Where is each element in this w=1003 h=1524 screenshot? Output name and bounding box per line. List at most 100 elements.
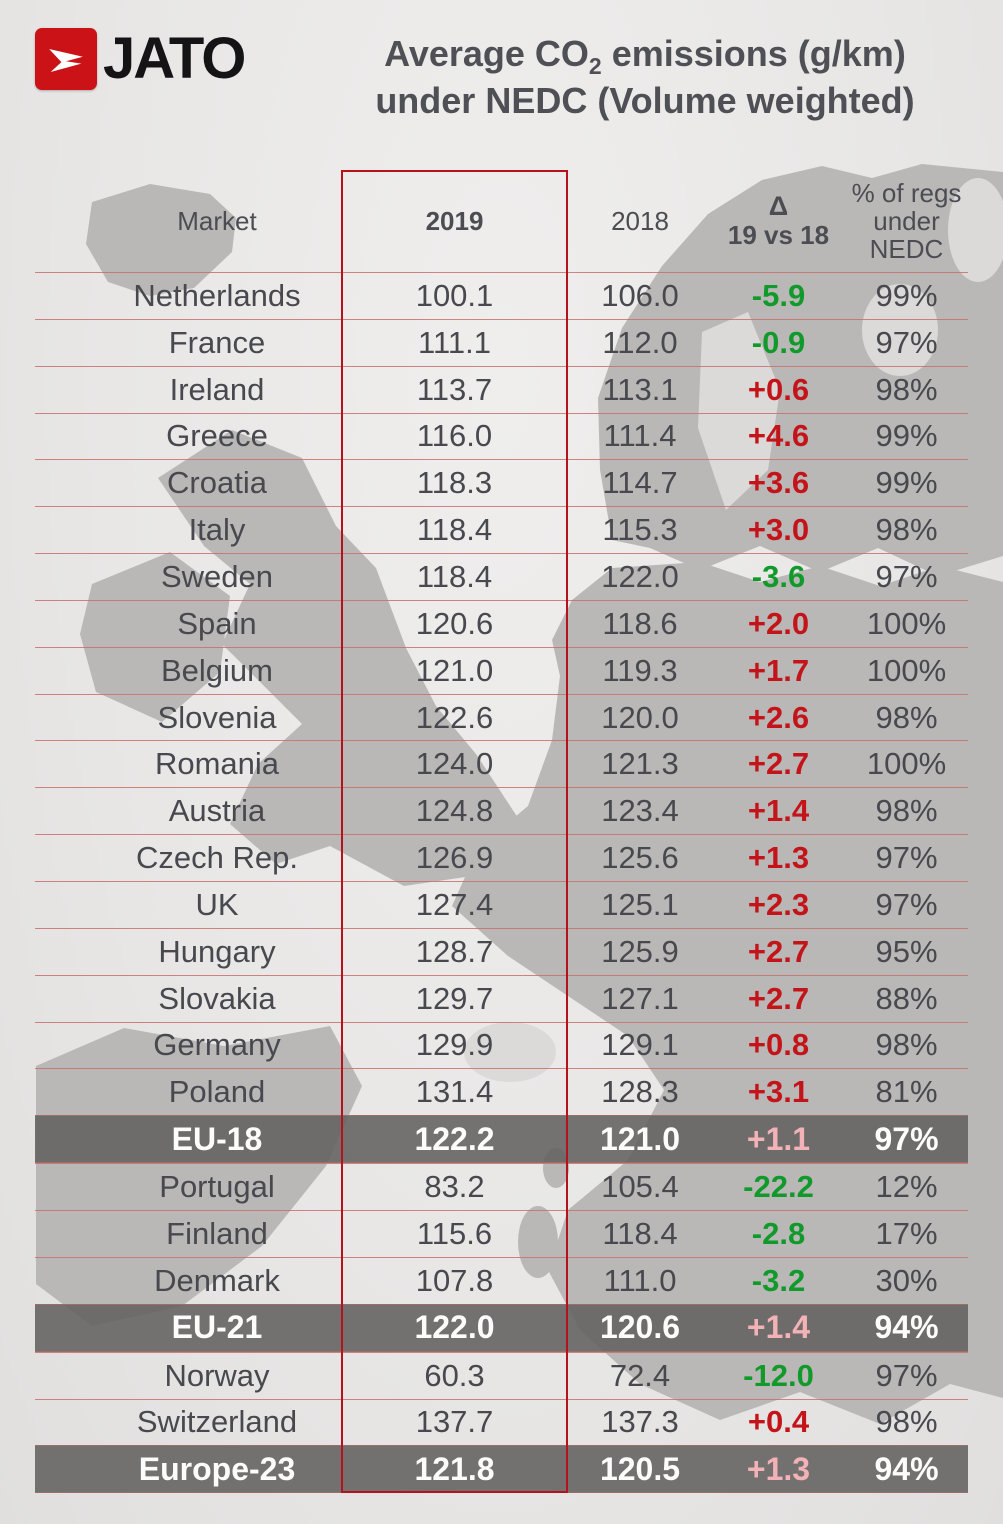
pct-cell: 97%	[874, 1120, 939, 1157]
delta-cell: +2.3	[747, 886, 810, 922]
value-2018-cell: 111.0	[603, 1262, 677, 1298]
market-cell: Ireland	[169, 371, 265, 407]
header-pct: % of regs under NEDC	[851, 178, 962, 264]
table-row: Germany 129.9 129.1 +0.8 98%	[35, 1021, 968, 1069]
table-row: Romania 124.0 121.3 +2.7 100%	[35, 740, 968, 787]
pct-cell: 99%	[875, 277, 938, 313]
value-2018-cell: 123.4	[601, 793, 679, 829]
table-header-row: Market 2019 2018 Δ 19 vs 18 % of regs un…	[35, 170, 968, 272]
value-2018-cell: 120.6	[599, 1309, 681, 1346]
table-row: Italy 118.4 115.3 +3.0 98%	[35, 506, 968, 553]
pct-cell: 94%	[874, 1309, 939, 1346]
value-2018-cell: 121.0	[599, 1120, 681, 1157]
pct-cell: 100%	[866, 652, 947, 688]
map-iceland	[86, 184, 236, 296]
pct-cell: 98%	[875, 371, 938, 407]
title-line-1: Average CO2 emissions (g/km)	[384, 33, 906, 79]
delta-cell: +2.6	[747, 699, 810, 735]
delta-cell: -0.9	[751, 324, 806, 360]
market-cell: Slovenia	[157, 699, 277, 735]
value-2018-cell: 113.1	[602, 371, 678, 407]
table-row: Austria 124.8 123.4 +1.4 98%	[35, 787, 968, 834]
header-2018: 2018	[611, 205, 669, 236]
jato-logo-mark	[35, 28, 97, 90]
table-row: Slovenia 122.6 120.0 +2.6 98%	[35, 693, 968, 741]
map-britain	[158, 430, 522, 886]
value-2019-cell: 115.6	[416, 1215, 493, 1251]
value-2019-cell: 122.2	[414, 1120, 495, 1157]
table-row: EU-21 122.0 120.6 +1.4 94%	[35, 1303, 968, 1352]
pct-cell: 100%	[866, 605, 947, 641]
value-2018-cell: 125.6	[601, 840, 679, 876]
value-2018-cell: 111.4	[603, 418, 677, 454]
value-2018-cell: 137.3	[601, 1404, 679, 1440]
value-2018-cell: 129.1	[601, 1027, 679, 1063]
pct-cell: 98%	[875, 512, 938, 548]
value-2019-cell: 124.0	[415, 746, 494, 782]
map-ireland	[80, 552, 230, 722]
map-scandinavia	[598, 164, 1003, 576]
delta-cell: +1.3	[747, 840, 810, 876]
delta-cell: -3.2	[751, 1262, 806, 1298]
table-row: Poland 131.4 128.3 +3.1 81%	[35, 1068, 968, 1115]
market-cell: EU-18	[171, 1120, 263, 1157]
pct-cell: 98%	[875, 699, 938, 735]
pct-cell: 97%	[875, 840, 938, 876]
jato-logo: JATO	[35, 28, 246, 90]
value-2018-cell: 72.4	[609, 1357, 671, 1393]
pct-cell: 94%	[874, 1450, 939, 1487]
market-cell: Czech Rep.	[136, 840, 298, 876]
value-2018-cell: 122.0	[601, 558, 679, 594]
delta-cell: -3.6	[751, 558, 806, 594]
value-2019-cell: 131.4	[415, 1074, 494, 1110]
table-row: Ireland 113.7 113.1 +0.6 98%	[35, 365, 968, 413]
value-2019-cell: 116.0	[416, 418, 493, 454]
header-delta-years: 19 vs 18	[727, 220, 830, 250]
pct-cell: 81%	[875, 1074, 938, 1110]
market-cell: Portugal	[159, 1169, 275, 1205]
pct-cell: 98%	[875, 1404, 938, 1440]
table-row: Greece 116.0 111.4 +4.6 99%	[35, 412, 968, 460]
value-2018-cell: 125.9	[601, 933, 679, 969]
value-2019-cell: 121.8	[414, 1450, 495, 1487]
pct-cell: 97%	[875, 886, 938, 922]
pct-cell: 97%	[875, 1357, 938, 1393]
market-cell: UK	[195, 886, 239, 922]
co2-subscript: 2	[588, 53, 602, 79]
market-cell: Slovakia	[158, 980, 276, 1016]
pct-cell: 30%	[875, 1262, 938, 1298]
emissions-table: Market 2019 2018 Δ 19 vs 18 % of regs un…	[35, 170, 968, 1494]
pct-cell: 97%	[875, 558, 938, 594]
pct-cell: 12%	[875, 1169, 938, 1205]
value-2019-cell: 128.7	[415, 933, 494, 969]
value-2019-cell: 122.0	[414, 1309, 495, 1346]
pct-cell: 88%	[875, 980, 938, 1016]
table-row: Slovakia 129.7 127.1 +2.7 88%	[35, 974, 968, 1022]
map-lake	[948, 178, 1003, 282]
table-row: Hungary 128.7 125.9 +2.7 95%	[35, 927, 968, 975]
table-row: Finland 115.6 118.4 -2.8 17%	[35, 1210, 968, 1257]
map-island	[518, 1206, 558, 1278]
delta-cell: +1.4	[747, 793, 810, 829]
market-cell: Denmark	[154, 1262, 280, 1298]
table-row: Czech Rep. 126.9 125.6 +1.3 97%	[35, 834, 968, 881]
pct-cell: 97%	[875, 324, 938, 360]
value-2019-cell: 127.4	[415, 886, 494, 922]
table-rows: Netherlands 100.1 106.0 -5.9 99% France …	[35, 272, 968, 1494]
market-cell: Hungary	[158, 933, 276, 969]
delta-cell: -12.0	[743, 1357, 814, 1393]
value-2018-cell: 119.3	[602, 652, 678, 688]
value-2019-cell: 118.4	[416, 512, 493, 548]
page-title: Average CO2 emissions (g/km) under NEDC …	[300, 30, 990, 124]
header-2019: 2019	[425, 205, 484, 236]
delta-cell: +2.7	[747, 933, 810, 969]
value-2018-cell: 125.1	[601, 886, 679, 922]
header-market: Market	[177, 205, 257, 236]
table-row: Denmark 107.8 111.0 -3.2 30%	[35, 1256, 968, 1304]
market-cell: Romania	[154, 746, 280, 782]
table-row: Netherlands 100.1 106.0 -5.9 99%	[35, 272, 968, 319]
market-cell: Spain	[177, 605, 257, 641]
value-2019-cell: 137.7	[415, 1404, 494, 1440]
market-cell: Finland	[166, 1215, 268, 1251]
table-row: Switzerland 137.7 137.3 +0.4 98%	[35, 1398, 968, 1446]
